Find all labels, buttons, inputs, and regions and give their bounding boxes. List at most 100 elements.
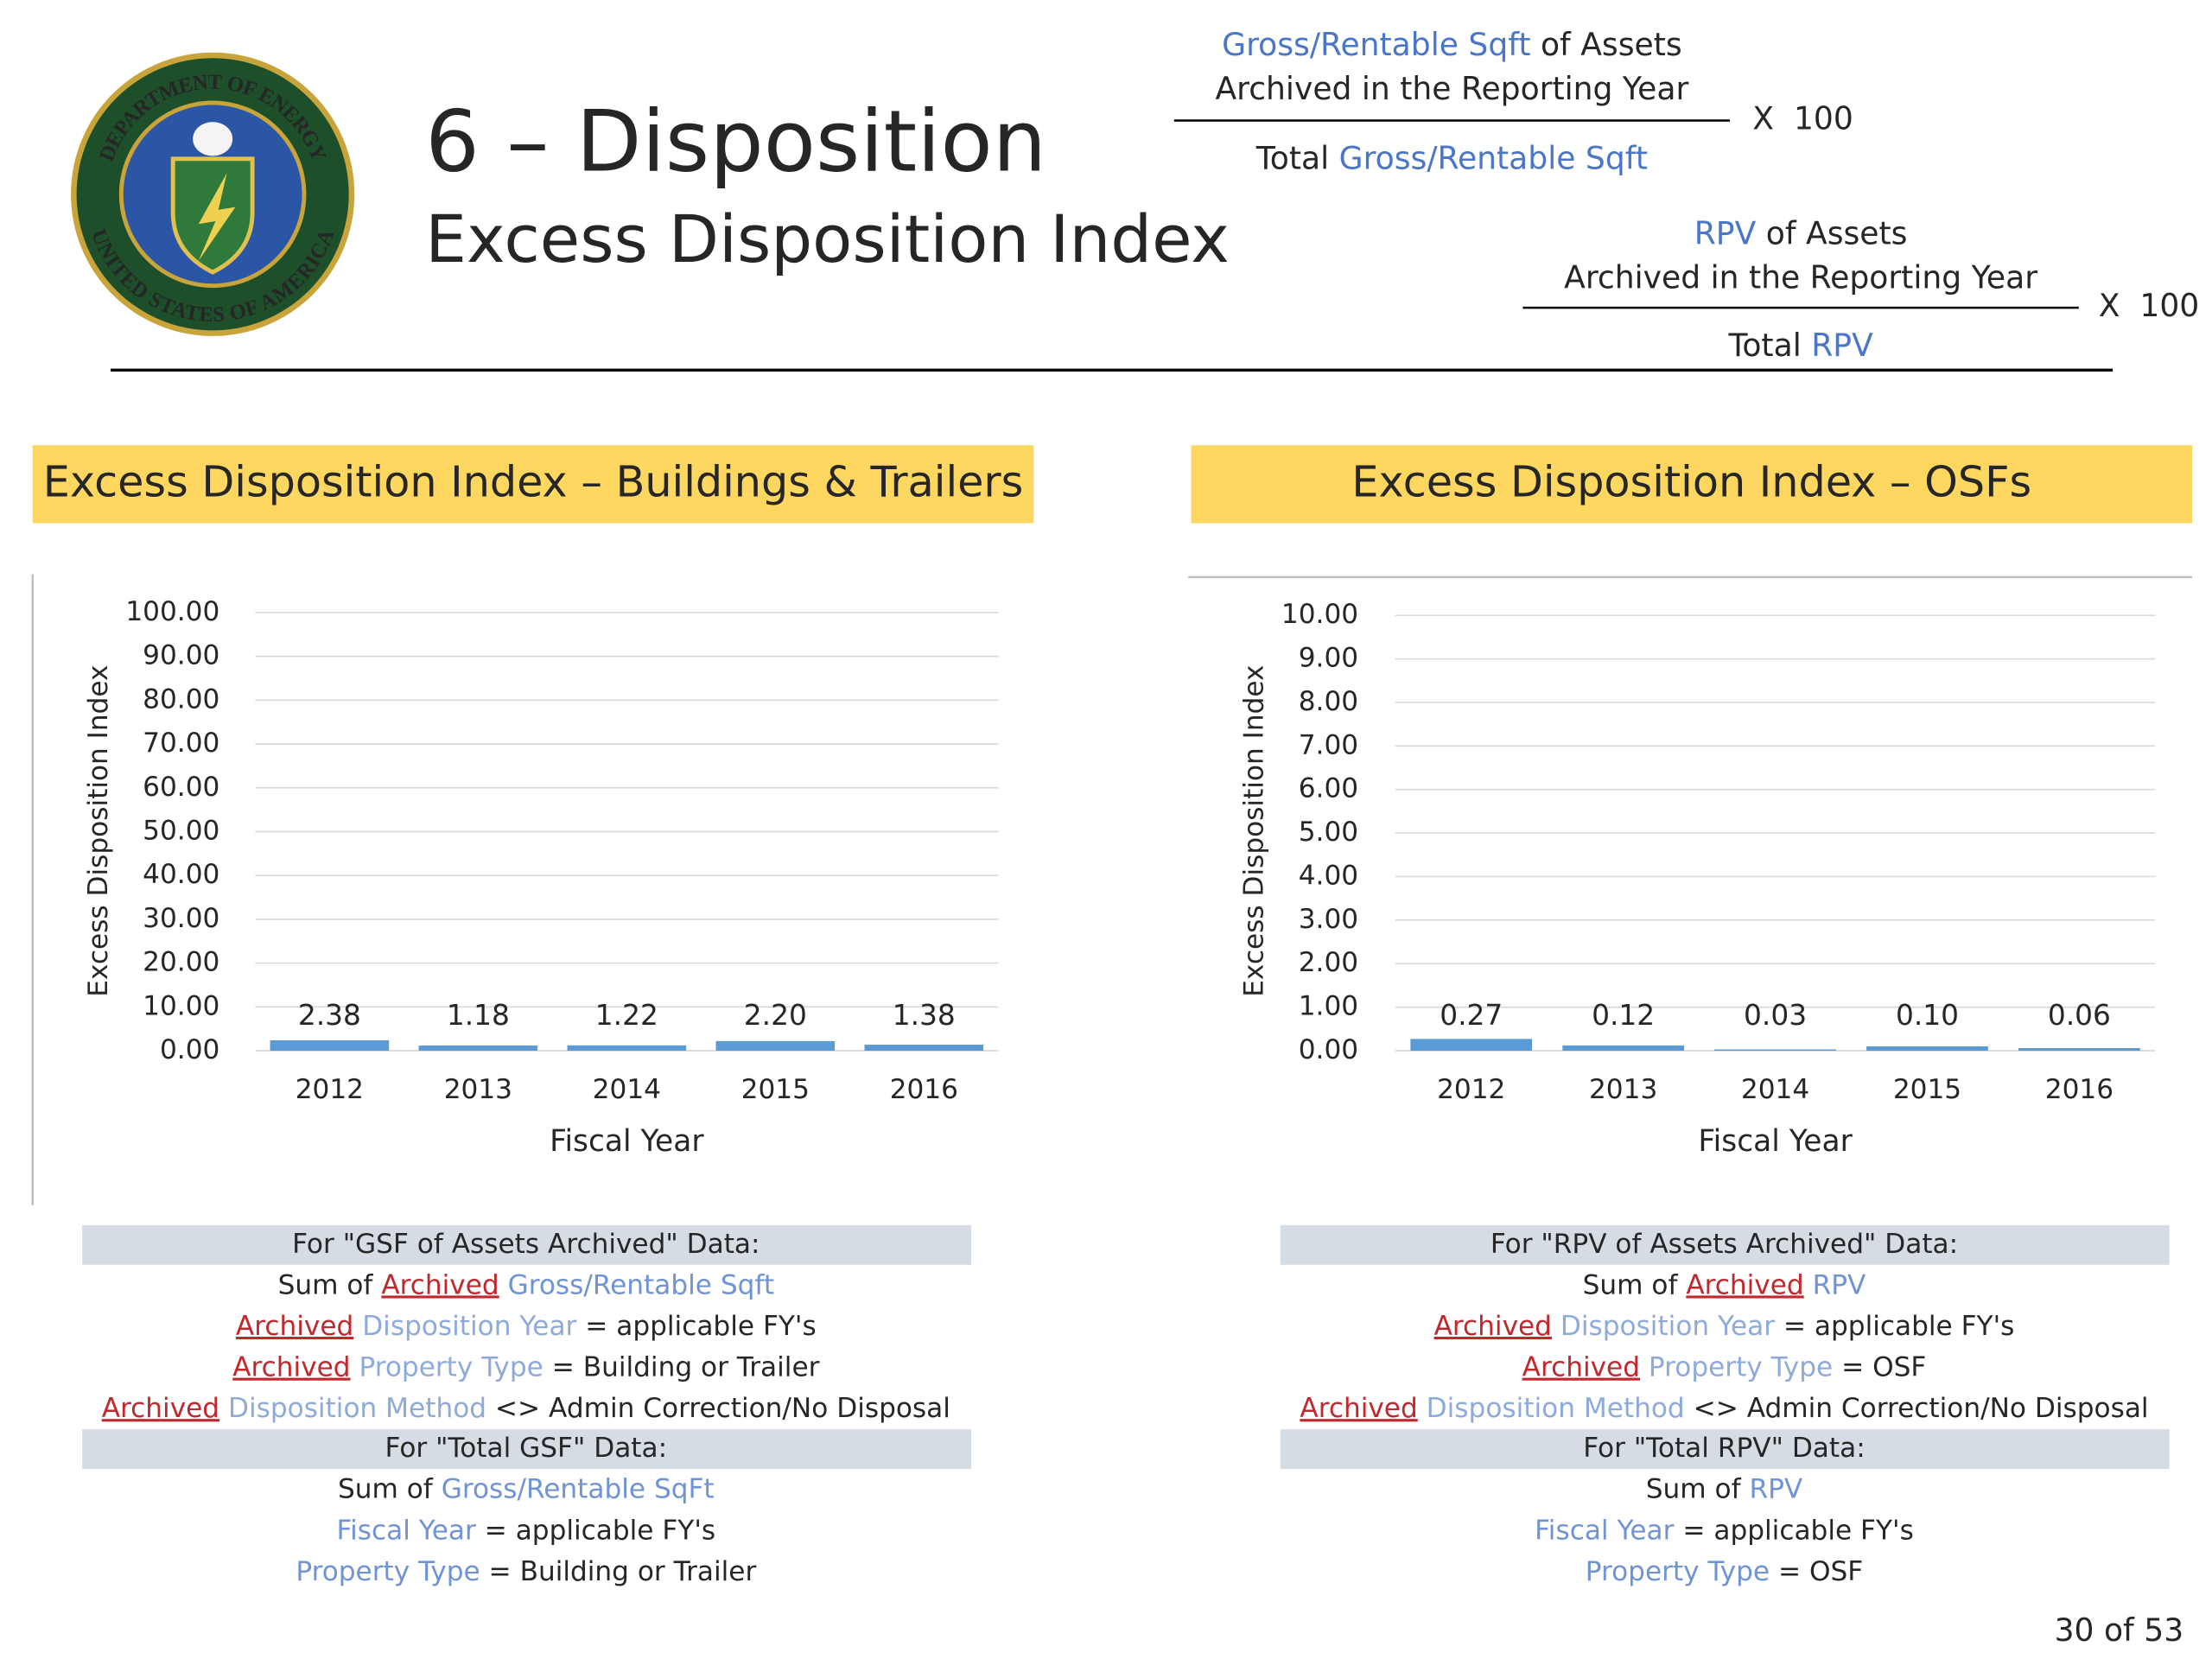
- text-line: Property Type = OSF: [1586, 1556, 1863, 1587]
- text-run: [351, 1352, 359, 1383]
- text-run: Gross/Rentable Sqft: [1222, 26, 1530, 63]
- note-heading: For "GSF of Assets Archived" Data:: [292, 1229, 760, 1260]
- text-line: Archived Property Type = OSF: [1522, 1352, 1927, 1383]
- text-run: Gross/Rentable Sqft: [508, 1269, 774, 1300]
- x-tick-label: 2014: [593, 1074, 661, 1105]
- y-tick-label: 9.00: [1299, 643, 1358, 674]
- text-run: = OSF: [1833, 1352, 1926, 1383]
- text-run: Sum of: [1583, 1269, 1687, 1300]
- text-run: = Building or Trailer: [480, 1556, 757, 1587]
- text-run: RPV: [1813, 1269, 1866, 1300]
- bar: [270, 1039, 390, 1051]
- y-tick-label: 90.00: [143, 640, 219, 671]
- page-subtitle: Excess Disposition Index: [425, 201, 1230, 277]
- text-run: [1418, 1393, 1427, 1424]
- note-heading: For "Total GSF" Data:: [385, 1433, 668, 1464]
- x-tick-label: 2016: [2045, 1074, 2113, 1105]
- x-axis-label: Fiscal Year: [550, 1124, 704, 1159]
- text-run: Archived in the Reporting Year: [1564, 258, 2037, 296]
- text-line: Archived Disposition Method <> Admin Cor…: [1300, 1393, 2148, 1424]
- text-run: Fiscal Year: [336, 1515, 475, 1546]
- y-tick-label: 0.00: [160, 1034, 219, 1065]
- x-tick-label: 2012: [296, 1074, 364, 1105]
- text-run: Archived: [232, 1352, 350, 1383]
- text-line: Archived in the Reporting Year: [1564, 258, 2037, 296]
- text-run: Gross/Rentable Sqft: [1339, 139, 1648, 176]
- bar: [2018, 1047, 2140, 1051]
- y-tick-label: 0.00: [1299, 1034, 1358, 1065]
- x-tick-label: 2015: [1893, 1074, 1961, 1105]
- data-label: 1.18: [447, 999, 510, 1032]
- note-heading: For "Total RPV" Data:: [1583, 1433, 1865, 1464]
- x-tick-label: 2014: [1741, 1074, 1809, 1105]
- multiplier: X 100: [1752, 99, 1853, 137]
- bar: [1714, 1049, 1836, 1051]
- text-run: RPV: [1811, 327, 1873, 364]
- data-label: 1.22: [595, 999, 658, 1032]
- seal-bolt: [198, 173, 236, 261]
- chart-header: [1191, 445, 2193, 524]
- note-heading-bar: [82, 1224, 972, 1265]
- text-line: Property Type = Building or Trailer: [296, 1556, 756, 1587]
- text-run: Archived: [381, 1269, 499, 1300]
- text-line: Fiscal Year = applicable FY's: [336, 1515, 715, 1546]
- y-tick-label: 10.00: [1281, 599, 1358, 630]
- note-heading-bar: [1280, 1224, 2170, 1265]
- bar: [1866, 1046, 1988, 1051]
- note-heading-bar: [1280, 1429, 2170, 1470]
- y-tick-label: 40.00: [143, 859, 219, 890]
- text-run: RPV: [1694, 214, 1757, 251]
- text-run: <> Admin Correction/No Disposal: [1685, 1393, 2149, 1424]
- text-run: [499, 1269, 508, 1300]
- text-line: Archived Disposition Year = applicable F…: [236, 1311, 817, 1342]
- text-run: Property Type: [296, 1556, 480, 1587]
- text-run: = OSF: [1770, 1556, 1863, 1587]
- data-label: 2.20: [744, 999, 807, 1032]
- text-run: = Building or Trailer: [543, 1352, 820, 1383]
- text-run: [1640, 1352, 1649, 1383]
- y-axis-label: Excess Disposition Index: [1238, 665, 1269, 997]
- data-label: 2.38: [298, 999, 361, 1032]
- y-tick-label: 8.00: [1299, 686, 1358, 717]
- y-tick-label: 2.00: [1299, 947, 1358, 978]
- data-label: 0.27: [1440, 999, 1503, 1032]
- text-line: Archived Disposition Year = applicable F…: [1434, 1311, 2015, 1342]
- text-run: Sum of: [278, 1269, 382, 1300]
- text-run: Archived: [102, 1393, 219, 1424]
- y-tick-label: 4.00: [1299, 860, 1358, 891]
- x-tick-label: 2013: [1589, 1074, 1657, 1105]
- text-line: Gross/Rentable Sqft of Assets: [1222, 26, 1682, 63]
- text-line: Sum of Archived RPV: [1583, 1269, 1866, 1300]
- x-tick-label: 2012: [1437, 1074, 1505, 1105]
- logo: DEPARTMENT OF ENERGY UNITED STATES OF AM…: [71, 52, 355, 336]
- y-tick-label: 1.00: [1299, 991, 1358, 1022]
- text-run: Disposition Method: [228, 1393, 486, 1424]
- text-run: Property Type: [1586, 1556, 1770, 1587]
- text-line: Sum of Archived Gross/Rentable Sqft: [278, 1269, 774, 1300]
- text-run: Fiscal Year: [1535, 1515, 1674, 1546]
- text-run: Disposition Year: [362, 1311, 576, 1342]
- text-run: Sum of: [338, 1474, 442, 1505]
- text-run: Gross/Rentable SqFt: [442, 1474, 715, 1505]
- x-tick-label: 2015: [741, 1074, 810, 1105]
- text-run: Total: [1727, 327, 1811, 364]
- text-run: Property Type: [359, 1352, 543, 1383]
- text-run: RPV: [1749, 1474, 1802, 1505]
- x-tick-label: 2013: [444, 1074, 512, 1105]
- y-tick-label: 50.00: [143, 815, 219, 846]
- text-line: Archived Disposition Method <> Admin Cor…: [102, 1393, 950, 1424]
- chart-header: [32, 445, 1034, 524]
- text-run: Total: [1255, 139, 1339, 176]
- data-label: 0.03: [1744, 999, 1807, 1032]
- text-run: Archived: [1522, 1352, 1640, 1383]
- text-run: Archived: [1686, 1269, 1803, 1300]
- text-run: Disposition Method: [1427, 1393, 1685, 1424]
- text-run: = applicable FY's: [476, 1515, 715, 1546]
- seal-eagle: [193, 122, 233, 156]
- text-run: [219, 1393, 228, 1424]
- y-tick-label: 80.00: [143, 683, 219, 715]
- text-run: = applicable FY's: [1674, 1515, 1913, 1546]
